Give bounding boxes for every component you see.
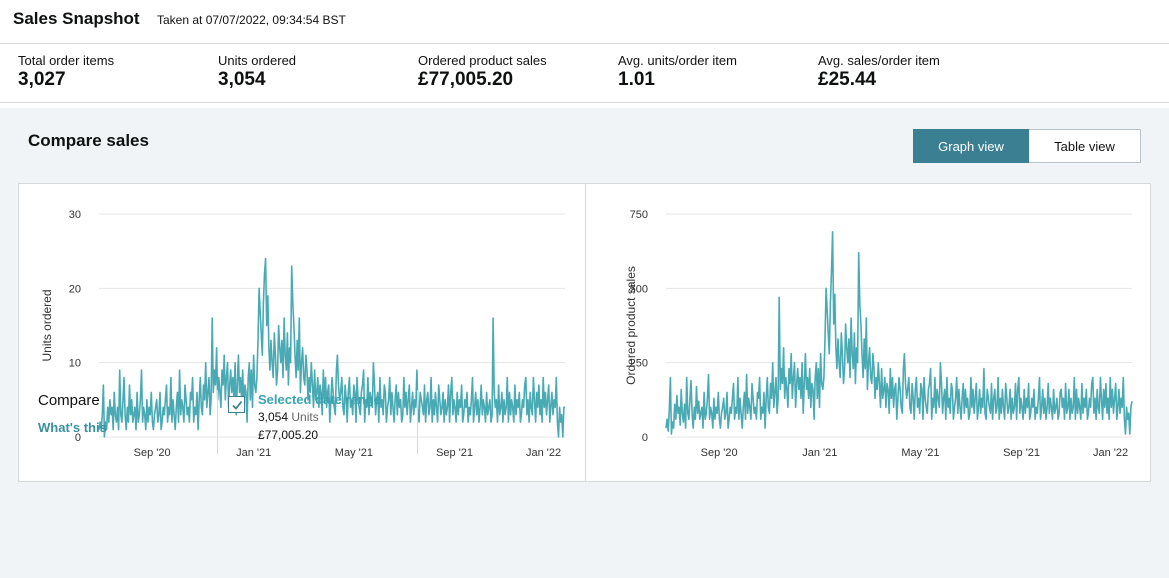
x-tick-label: Sep '21 xyxy=(1003,447,1040,459)
graph-view-button[interactable]: Graph view xyxy=(913,129,1029,163)
table-view-button[interactable]: Table view xyxy=(1029,129,1141,163)
metric-ordered-product-sales: Ordered product sales £77,005.20 xyxy=(418,53,547,91)
selected-units-value: 3,054 xyxy=(258,410,289,424)
x-tick-label: Sep '21 xyxy=(436,447,473,459)
metric-label: Avg. units/order item xyxy=(618,53,737,68)
selected-sales-value: £77,005.20 xyxy=(258,428,319,442)
x-tick-label: Sep '20 xyxy=(701,447,738,459)
snapshot-timestamp: Taken at 07/07/2022, 09:34:54 BST xyxy=(157,13,346,27)
metric-total-order-items: Total order items 3,027 xyxy=(18,53,114,91)
page-title: Sales Snapshot xyxy=(13,9,140,28)
compare-sales-panel: Compare sales Graph view Table view 0 10 2… xyxy=(0,108,1169,578)
metric-value: 3,054 xyxy=(218,69,266,90)
compare-label: Compare xyxy=(38,392,100,409)
y-tick-label: 30 xyxy=(69,209,81,221)
x-tick-label: May '21 xyxy=(901,447,939,459)
x-tick-label: Sep '20 xyxy=(134,447,171,459)
metric-label: Total order items xyxy=(18,53,115,68)
x-tick-label: Jan '21 xyxy=(802,447,837,459)
metric-value: 1.01 xyxy=(618,69,655,90)
y-tick-label: 250 xyxy=(630,358,648,370)
metric-units-ordered: Units ordered 3,054 xyxy=(218,53,296,91)
divider xyxy=(0,43,1169,44)
y-tick-label: 750 xyxy=(630,209,648,221)
x-tick-label: Jan '22 xyxy=(1093,447,1128,459)
selected-units: 3,054 Units xyxy=(258,410,319,424)
units-ordered-chart: 0 10 20 30 Sep '20 Jan '21 May '21 Sep '21 Jan '… xyxy=(40,209,565,459)
series-line xyxy=(98,257,565,438)
metric-avg-sales-per-order-item: Avg. sales/order item £25.44 xyxy=(818,53,940,91)
series-line xyxy=(665,230,1133,435)
charts-container: 0 10 20 30 Sep '20 Jan '21 May '21 Sep '21 Jan '… xyxy=(18,183,1151,482)
sales-snapshot-panel: Sales Snapshot Taken at 07/07/2022, 09:3… xyxy=(0,0,1169,103)
compare-sales-title: Compare sales xyxy=(28,131,149,150)
x-tick-label: Jan '21 xyxy=(236,447,271,459)
metric-label: Units ordered xyxy=(218,53,297,68)
metric-label: Ordered product sales xyxy=(418,53,547,68)
selected-units-unit: Units xyxy=(291,410,319,424)
view-toggle: Graph view Table view xyxy=(913,129,1141,163)
y-tick-label: 10 xyxy=(69,358,81,370)
metric-value: £77,005.20 xyxy=(418,69,514,90)
y-tick-label: 0 xyxy=(75,432,81,444)
selected-date-range-checkbox[interactable] xyxy=(228,396,245,413)
y-axis-title: Ordered product sales xyxy=(624,266,638,385)
y-tick-label: 0 xyxy=(642,432,648,444)
chart-divider xyxy=(585,184,586,481)
whats-this-link[interactable]: What's this xyxy=(38,420,107,435)
divider xyxy=(417,390,418,454)
checkmark-icon xyxy=(231,400,242,410)
y-axis-title: Units ordered xyxy=(40,289,54,361)
y-tick-label: 20 xyxy=(69,283,81,295)
metric-value: 3,027 xyxy=(18,69,66,90)
x-tick-label: May '21 xyxy=(335,447,373,459)
selected-date-range-label: Selected date range xyxy=(258,392,381,407)
y-tick-label: 500 xyxy=(630,283,648,295)
divider xyxy=(217,390,218,454)
metric-value: £25.44 xyxy=(818,69,877,90)
metric-label: Avg. sales/order item xyxy=(818,53,940,68)
metric-avg-units-per-order-item: Avg. units/order item 1.01 xyxy=(618,53,737,91)
ordered-product-sales-chart: 0 250 500 750 Sep '20 Jan '21 May '21 Sep '21 Ja… xyxy=(624,209,1133,459)
x-tick-label: Jan '22 xyxy=(526,447,561,459)
